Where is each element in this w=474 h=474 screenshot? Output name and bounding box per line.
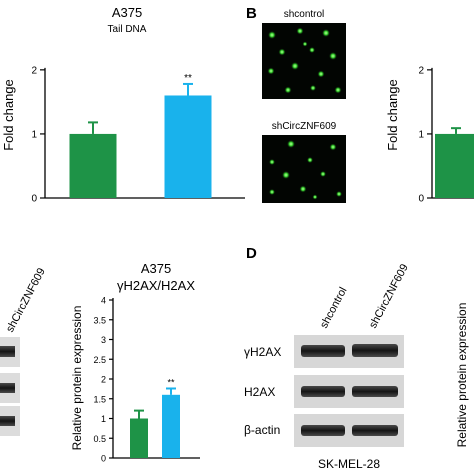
- blot-d-lane-1-label: shcontrol: [318, 285, 350, 330]
- blot-left-lane-label: shCircZNF609: [4, 266, 48, 334]
- micrograph-bottom-cells: [269, 140, 342, 200]
- blot-d-row-2-label: H2AX: [244, 385, 275, 399]
- chart-bottom-middle-subtitle: γH2AX/H2AX: [117, 278, 195, 293]
- fluorescent-cell: [268, 31, 276, 39]
- chart-top-left-axes: 0 1 2: [31, 65, 245, 205]
- blot-d-band-2-2: [352, 386, 398, 397]
- fluorescent-cell: [317, 70, 325, 78]
- blot-d-band-2-1: [301, 386, 345, 397]
- chart-top-right: Fold change 0 1 2: [385, 65, 474, 205]
- fluorescent-cell: [278, 48, 286, 56]
- chart-top-right-marks: [435, 127, 474, 198]
- chart-top-left-marks: **: [69, 73, 212, 198]
- fluorescent-cell: [302, 41, 308, 47]
- fluorescent-cell: [267, 67, 275, 75]
- chart-bottom-middle-ylabel: Relative protein expression: [70, 306, 84, 451]
- y-tick-label: 1: [418, 129, 424, 140]
- blot-d-band-1-1: [301, 345, 345, 357]
- blot-d-band-3-1: [301, 425, 345, 436]
- bar: [130, 418, 148, 458]
- chart-top-left-title: A375: [112, 5, 142, 20]
- blot-d-lane-2-label: shCircZNF609: [367, 262, 411, 330]
- blot-left: shCircZNF609: [0, 266, 48, 436]
- y-tick-label: 0.5: [93, 434, 106, 444]
- blot-left-band-1-signal: [0, 346, 15, 357]
- fluorescent-cell: [320, 171, 326, 177]
- fluorescent-cell: [282, 171, 290, 179]
- significance-label: **: [184, 73, 192, 84]
- blot-d-side-label: Relative protein expression: [455, 303, 469, 448]
- chart-top-left-ylabel: Fold change: [1, 79, 16, 151]
- micrograph-shcontrol: [262, 23, 346, 99]
- y-tick-label: 3.5: [93, 315, 106, 325]
- y-tick-label: 1: [101, 414, 106, 424]
- y-tick-label: 2.5: [93, 355, 106, 365]
- fluorescent-cell: [309, 47, 315, 53]
- chart-bottom-middle-axes: 0 0.5 1 1.5 2 2.5 3 3.5 4: [93, 296, 200, 464]
- fluorescent-cell: [322, 29, 330, 37]
- blot-d-row-1-label: γH2AX: [244, 345, 281, 359]
- blot-d-band-3-2: [352, 425, 398, 436]
- y-tick-label: 3: [101, 335, 106, 345]
- bar: [162, 394, 180, 458]
- blot-left-band-2-signal: [0, 383, 15, 393]
- fluorescent-cell: [310, 85, 316, 91]
- y-tick-label: 1.5: [93, 394, 106, 404]
- chart-bottom-middle: A375 γH2AX/H2AX Relative protein express…: [70, 261, 200, 464]
- fluorescent-cell: [334, 86, 342, 94]
- fluorescent-cell: [299, 185, 307, 193]
- y-tick-label: 0: [101, 454, 106, 464]
- chart-top-left-subtitle: Tail DNA: [108, 24, 147, 35]
- chart-top-left: A375 Tail DNA Fold change 0 1 2 **: [1, 5, 245, 205]
- y-tick-label: 0: [31, 194, 37, 205]
- fluorescent-cell: [284, 86, 292, 94]
- panel-b-letter: B: [246, 5, 257, 22]
- y-tick-label: 2: [418, 65, 424, 76]
- fluorescent-cell: [291, 62, 299, 70]
- fluorescent-cell: [269, 159, 275, 165]
- y-tick-label: 4: [101, 296, 106, 306]
- micrograph-top-cells: [267, 27, 342, 94]
- bar: [435, 133, 474, 198]
- bar: [164, 95, 212, 198]
- bar: [69, 133, 117, 198]
- fluorescent-cell: [329, 52, 337, 60]
- fluorescent-cell: [336, 191, 342, 197]
- fluorescent-cell: [287, 140, 295, 148]
- y-tick-label: 1: [31, 129, 37, 140]
- fluorescent-cell: [329, 143, 337, 151]
- blot-left-band-3-signal: [0, 416, 15, 426]
- fluorescent-cell: [307, 157, 313, 163]
- blot-d-row-3-label: β-actin: [244, 423, 280, 437]
- fluorescent-cell: [296, 27, 304, 35]
- blot-d-band-1-2: [352, 344, 398, 357]
- panel-d-letter: D: [246, 245, 257, 262]
- chart-top-right-ylabel: Fold change: [385, 79, 400, 151]
- chart-bottom-middle-title: A375: [141, 261, 171, 276]
- blot-d: D shcontrol shCircZNF609 γH2AX H2AX β-ac…: [244, 245, 469, 471]
- fluorescent-cell: [312, 194, 318, 200]
- blot-d-cell-line: SK-MEL-28: [318, 457, 380, 471]
- fluorescent-cell: [269, 189, 275, 195]
- micrograph-bottom-label: shCircZNF609: [272, 121, 337, 132]
- y-tick-label: 0: [418, 194, 424, 205]
- chart-bottom-middle-marks: **: [130, 377, 180, 458]
- micrograph-top-label: shcontrol: [284, 9, 325, 20]
- significance-label: **: [167, 377, 175, 387]
- y-tick-label: 2: [101, 375, 106, 385]
- y-tick-label: 2: [31, 65, 37, 76]
